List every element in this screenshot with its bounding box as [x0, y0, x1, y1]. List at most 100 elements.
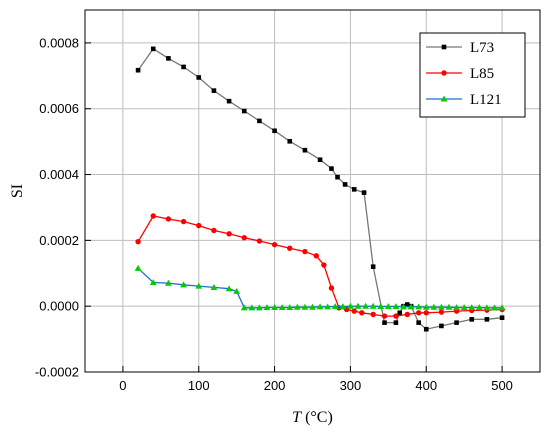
- data-point-l73: [335, 174, 340, 180]
- x-axis-title-variable: T: [292, 409, 302, 426]
- data-point-l121: [309, 303, 316, 310]
- data-point-l121: [324, 303, 332, 310]
- data-point-l73: [287, 139, 293, 144]
- legend-label-l73: L73: [470, 40, 494, 56]
- data-point-l121: [240, 304, 248, 311]
- y-tick-label: 0.0008: [39, 35, 79, 50]
- legend-entry-l121: L121: [426, 92, 502, 108]
- x-tick-label: 300: [340, 378, 362, 393]
- legend-entry-l73: L73: [426, 40, 494, 56]
- data-point-l121: [331, 303, 339, 310]
- data-point-l73: [181, 64, 186, 70]
- data-point-l73: [302, 147, 308, 153]
- data-point-l73: [439, 323, 444, 329]
- data-point-l85: [313, 253, 319, 259]
- data-point-l85: [226, 231, 232, 237]
- data-point-l85: [381, 313, 388, 319]
- data-point-l73: [484, 317, 490, 322]
- x-tick-label: 0: [119, 378, 126, 393]
- data-point-l85: [150, 213, 156, 219]
- data-point-l121: [354, 302, 362, 309]
- data-point-l121: [362, 302, 369, 309]
- data-point-l121: [468, 304, 476, 311]
- data-point-l73: [469, 317, 475, 322]
- data-point-l85: [415, 310, 422, 316]
- data-point-l121: [392, 303, 400, 310]
- data-point-l121: [369, 302, 377, 309]
- data-point-l73: [382, 320, 387, 325]
- data-point-l121: [430, 303, 438, 310]
- data-point-l121: [400, 303, 407, 310]
- series-line-l85: [137, 215, 503, 317]
- data-point-l121: [195, 282, 203, 289]
- data-point-l121: [347, 302, 354, 309]
- data-point-l121: [210, 284, 218, 290]
- x-tick-label: 200: [264, 378, 286, 393]
- data-point-l73: [370, 264, 376, 269]
- data-point-l85: [271, 241, 278, 248]
- data-point-l73: [397, 310, 403, 316]
- legend-marker-l85: [441, 70, 447, 76]
- data-point-l85: [321, 262, 327, 268]
- data-point-l121: [271, 304, 278, 311]
- data-point-l73: [329, 166, 334, 171]
- data-point-l73: [499, 315, 505, 320]
- y-tick-label: 0.0000: [39, 299, 79, 314]
- data-point-l121: [165, 279, 172, 286]
- data-point-l121: [293, 303, 301, 310]
- data-point-l121: [233, 287, 241, 294]
- data-point-l85: [196, 222, 202, 229]
- series-l121: [134, 264, 506, 311]
- data-point-l121: [149, 279, 157, 286]
- data-point-l121: [415, 303, 423, 310]
- data-point-l121: [422, 303, 430, 310]
- data-point-l121: [301, 303, 309, 310]
- data-point-l121: [453, 304, 460, 311]
- data-point-l73: [351, 187, 357, 192]
- data-point-l73: [257, 118, 262, 124]
- data-point-l73: [454, 320, 459, 325]
- data-point-l85: [351, 308, 357, 314]
- data-point-l85: [438, 309, 445, 315]
- data-point-l85: [211, 227, 217, 234]
- data-point-l85: [287, 245, 293, 251]
- data-point-l121: [483, 304, 491, 311]
- data-point-l85: [370, 311, 376, 318]
- data-point-l85: [423, 310, 429, 316]
- data-point-l85: [393, 313, 399, 319]
- data-point-l73: [423, 326, 429, 332]
- legend-label-l121: L121: [470, 92, 502, 108]
- data-point-l85: [302, 248, 308, 255]
- data-point-l121: [316, 303, 324, 310]
- x-axis-title-unit: (°C): [301, 409, 333, 426]
- data-point-l73: [404, 302, 410, 307]
- series-line-l121: [137, 267, 503, 309]
- y-axis-title: SI: [9, 184, 26, 198]
- data-point-l121: [263, 304, 271, 311]
- x-tick-label: 100: [188, 378, 210, 393]
- y-tick-label: 0.0006: [39, 101, 79, 116]
- legend-entry-l85: L85: [426, 66, 494, 82]
- data-point-l121: [491, 304, 498, 311]
- data-point-l85: [165, 216, 172, 222]
- legend-marker-l121: [440, 95, 448, 102]
- data-point-l73: [166, 56, 171, 61]
- data-point-l121: [278, 304, 286, 311]
- data-point-l121: [256, 304, 263, 311]
- data-point-l73: [342, 182, 348, 187]
- data-point-l121: [286, 304, 294, 311]
- y-tick-label: 0.0002: [39, 233, 79, 248]
- legend-label-l85: L85: [470, 66, 494, 82]
- data-point-l73: [272, 128, 277, 134]
- data-point-l73: [317, 157, 323, 163]
- data-point-l73: [196, 75, 202, 80]
- data-point-l121: [134, 264, 142, 271]
- data-point-l85: [256, 238, 263, 244]
- data-point-l121: [384, 303, 392, 310]
- data-point-l73: [135, 67, 141, 73]
- data-point-l85: [359, 310, 365, 316]
- data-point-l121: [407, 303, 415, 310]
- x-tick-label: 500: [491, 378, 513, 393]
- plot-area-frame: [84, 9, 541, 373]
